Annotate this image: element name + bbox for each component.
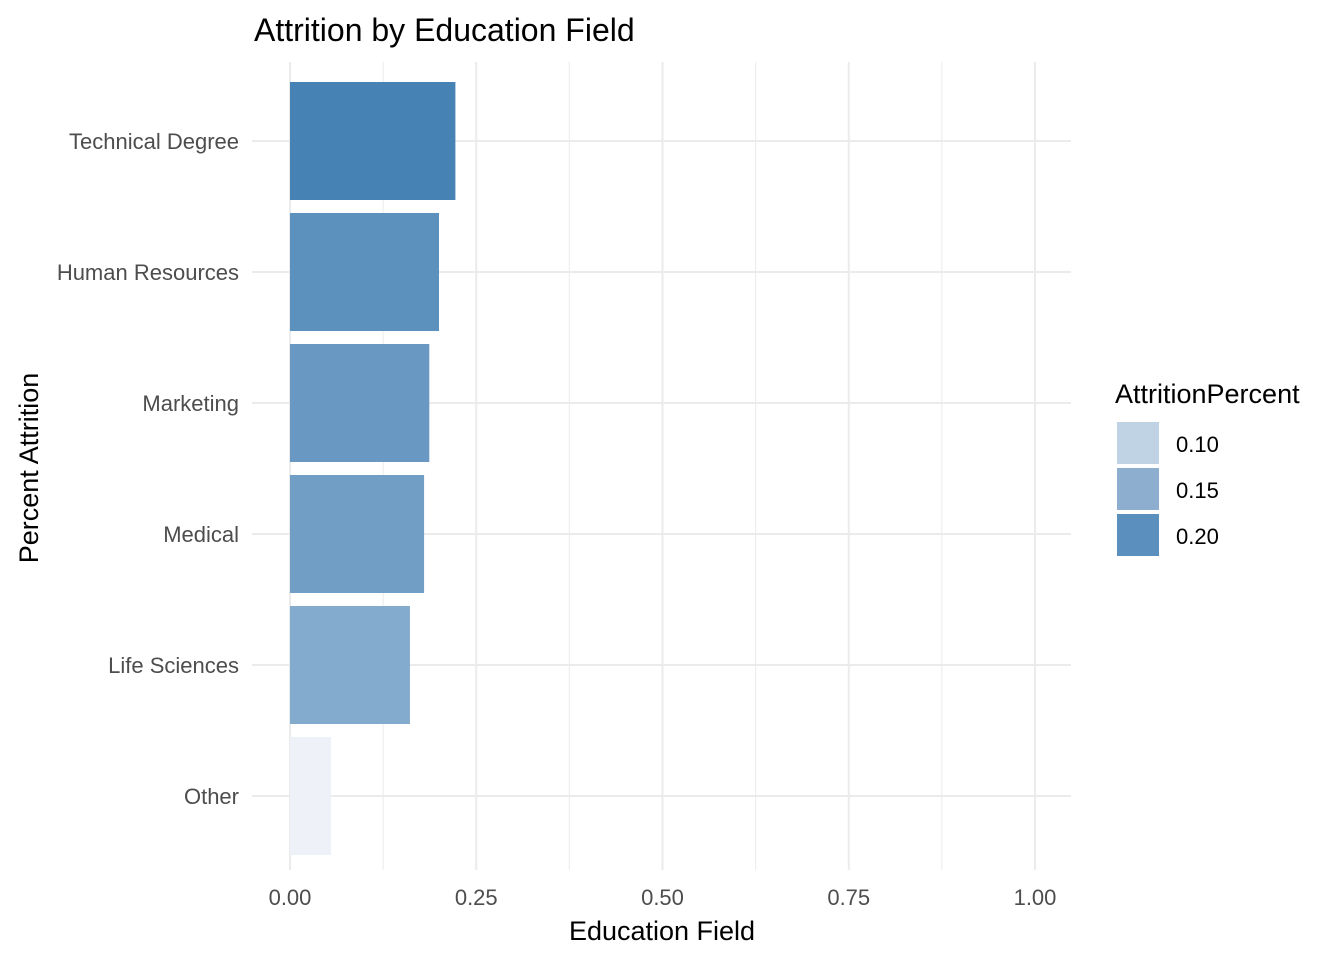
legend-swatch bbox=[1117, 422, 1159, 464]
bar bbox=[290, 475, 425, 593]
x-tick-label: 0.25 bbox=[455, 885, 498, 910]
y-tick-labels: Technical Degree Human Resources Marketing… bbox=[57, 129, 239, 809]
legend-label: 0.15 bbox=[1176, 478, 1219, 503]
x-tick-label: 0.50 bbox=[641, 885, 684, 910]
bar bbox=[290, 82, 456, 200]
x-tick-labels: 0.00 0.25 0.50 0.75 1.00 bbox=[269, 885, 1057, 910]
y-tick-label: Marketing bbox=[142, 391, 239, 416]
legend: AttritionPercent 0.10 0.15 0.20 bbox=[1115, 379, 1300, 556]
chart-title: Attrition by Education Field bbox=[254, 12, 635, 48]
x-tick-label: 0.00 bbox=[269, 885, 312, 910]
bars bbox=[290, 82, 456, 855]
x-tick-label: 0.75 bbox=[827, 885, 870, 910]
y-tick-label: Life Sciences bbox=[108, 653, 239, 678]
x-axis-title: Education Field bbox=[569, 916, 755, 946]
bar bbox=[290, 606, 410, 724]
y-tick-label: Human Resources bbox=[57, 260, 239, 285]
legend-swatch bbox=[1117, 468, 1159, 510]
legend-label: 0.20 bbox=[1176, 524, 1219, 549]
bar bbox=[290, 344, 430, 462]
x-tick-label: 1.00 bbox=[1014, 885, 1057, 910]
y-tick-label: Technical Degree bbox=[69, 129, 239, 154]
y-tick-label: Medical bbox=[163, 522, 239, 547]
legend-swatch bbox=[1117, 514, 1159, 556]
legend-title: AttritionPercent bbox=[1115, 379, 1300, 409]
y-tick-label: Other bbox=[184, 784, 239, 809]
legend-label: 0.10 bbox=[1176, 432, 1219, 457]
grid-minor bbox=[382, 62, 943, 870]
bar bbox=[290, 213, 439, 331]
y-axis-title: Percent Attrition bbox=[14, 373, 44, 564]
bar bbox=[290, 737, 331, 855]
